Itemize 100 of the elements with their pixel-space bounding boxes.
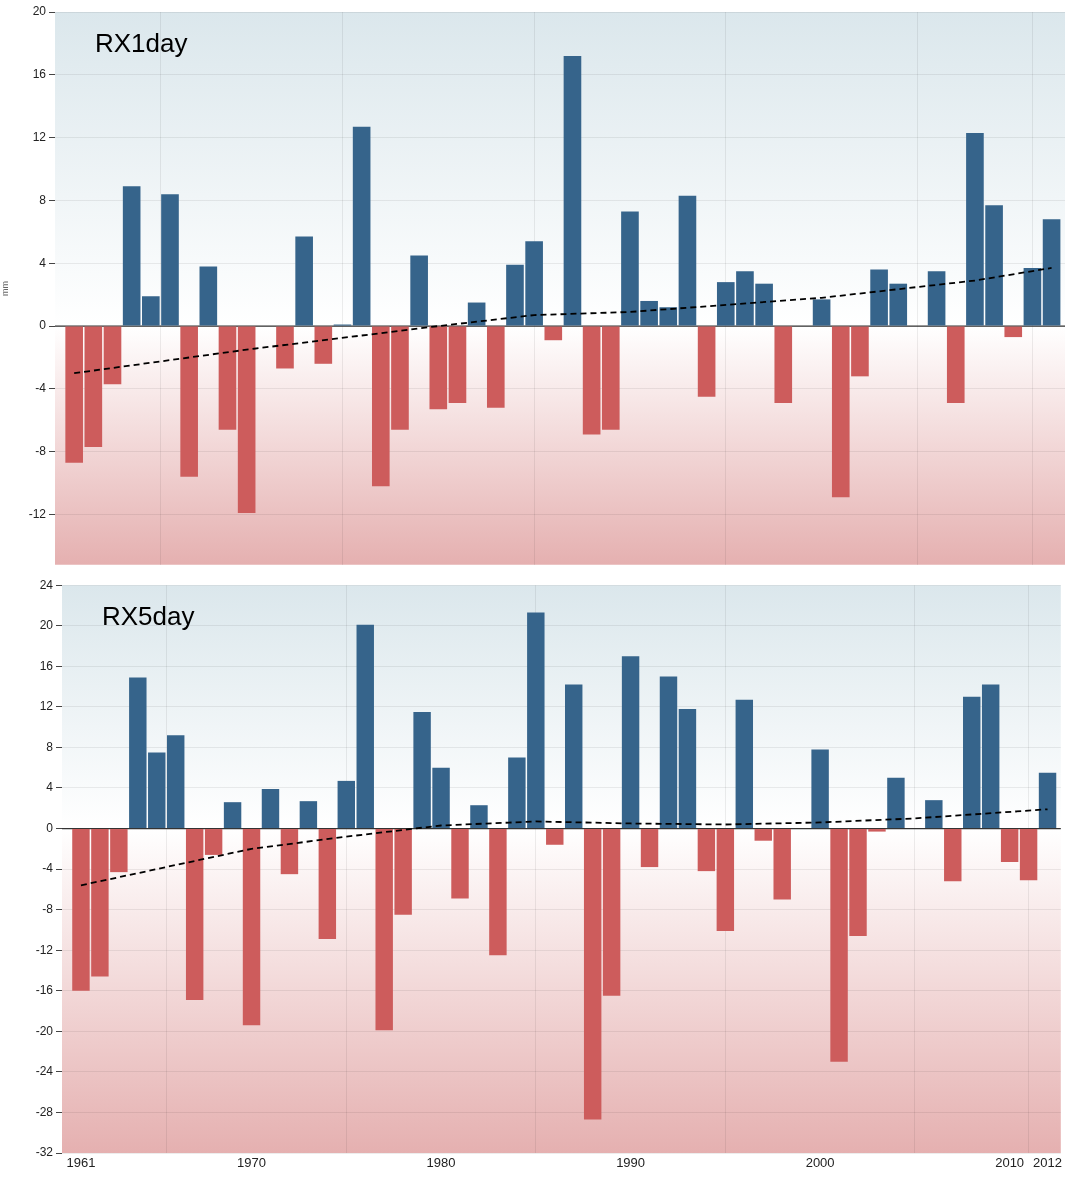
x-tick-label: 1980 (426, 1155, 456, 1171)
y-tick-label: 16 (32, 67, 47, 82)
bar (946, 326, 965, 404)
y-tick-label: 0 (39, 318, 47, 333)
bar (65, 326, 83, 463)
bar (276, 326, 294, 369)
text: RX1day (95, 28, 188, 59)
y-tick-label: 4 (39, 255, 47, 270)
bar (812, 299, 831, 326)
bar (467, 302, 486, 326)
bar (448, 326, 467, 404)
bar (199, 266, 218, 326)
bar (601, 326, 620, 430)
x-tick-label: 2012 (1033, 1155, 1062, 1171)
y-tick-label: -12 (35, 942, 54, 957)
y-tick-label: -12 (28, 506, 47, 521)
bar (582, 326, 601, 435)
y-tick-label: 20 (32, 4, 47, 19)
y-tick-label: 4 (46, 780, 54, 795)
y-tick-label: -32 (35, 1145, 54, 1160)
bar (621, 656, 640, 829)
y-tick-label: 12 (39, 699, 54, 714)
bar (122, 186, 141, 326)
y-tick-label: -8 (35, 444, 47, 459)
bar (1019, 829, 1038, 881)
y-tick-label: 8 (46, 739, 54, 754)
bar (1038, 772, 1057, 829)
bar (981, 684, 1000, 829)
bar (602, 829, 621, 996)
bar (204, 829, 223, 855)
text: RX5day (102, 601, 195, 632)
bar (261, 789, 280, 829)
bar (486, 326, 505, 408)
bar (410, 255, 428, 326)
bar (280, 829, 299, 875)
y-tick-label: 12 (32, 129, 47, 144)
bar (356, 624, 374, 829)
bar (659, 676, 678, 829)
bar (546, 829, 564, 845)
bar (697, 829, 716, 872)
bar (337, 780, 356, 829)
y-tick-label: -20 (35, 1023, 54, 1038)
bar (84, 326, 103, 448)
y-tick-label: 16 (39, 658, 54, 673)
bar (678, 708, 697, 829)
bar (223, 802, 242, 829)
bar (167, 735, 185, 829)
x-tick-label: 2000 (805, 1155, 835, 1171)
y-tick-label: 24 (39, 577, 54, 592)
bar (774, 326, 793, 404)
bar (218, 326, 237, 430)
bar (678, 195, 697, 326)
bar (944, 829, 962, 882)
bar (429, 326, 448, 410)
bar (318, 829, 337, 940)
bar (963, 696, 981, 829)
bar (295, 236, 313, 326)
x-tick-label: 1990 (616, 1155, 646, 1171)
x-tick-label: 1961 (66, 1155, 96, 1171)
bar (1000, 829, 1019, 862)
bar (927, 271, 946, 326)
bar (544, 326, 563, 341)
bar (716, 829, 735, 931)
bar (299, 801, 318, 829)
y-tick-label: -8 (42, 901, 54, 916)
y-tick-label: 0 (46, 820, 54, 835)
bar (735, 699, 754, 829)
bar (640, 829, 659, 868)
bar (470, 805, 488, 829)
bar (103, 326, 122, 385)
line-series (80, 808, 1049, 887)
y-tick-label: -4 (42, 861, 54, 876)
bar (451, 829, 469, 899)
bar (811, 749, 829, 829)
bar (489, 829, 507, 956)
bar (180, 326, 198, 477)
bar (237, 326, 256, 513)
bar (697, 326, 716, 397)
x-tick-label: 1970 (237, 1155, 266, 1171)
bar (563, 55, 582, 326)
bar (314, 326, 333, 364)
line-series (73, 267, 1053, 375)
bar (887, 777, 905, 829)
x-tick-label: 2010 (995, 1155, 1025, 1171)
bar (1004, 326, 1023, 338)
bar (583, 829, 602, 1120)
y-tick-label: -16 (35, 983, 54, 998)
bar (925, 800, 943, 829)
y-tick-label: 20 (39, 618, 54, 633)
bar (352, 126, 371, 326)
bar (1042, 219, 1061, 326)
bar (1023, 267, 1042, 326)
y-tick-label: -4 (35, 381, 47, 396)
y-axis-title: mm (0, 280, 10, 296)
y-tick-label: -28 (35, 1104, 54, 1119)
y-tick-label: -24 (35, 1064, 54, 1079)
bar (185, 829, 204, 1000)
bar (565, 684, 583, 829)
y-tick-label: 8 (39, 192, 47, 207)
bar (242, 829, 261, 1026)
